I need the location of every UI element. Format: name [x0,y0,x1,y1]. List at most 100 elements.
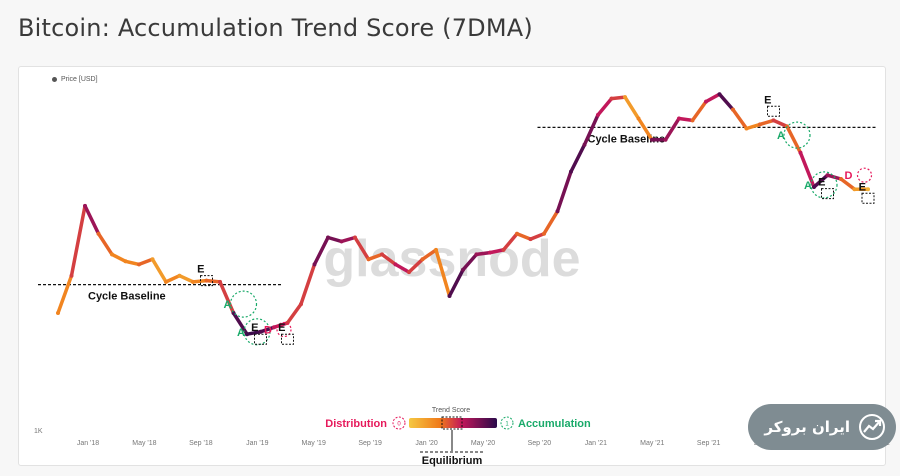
legend-label: Price [USD] [61,76,98,83]
watermark: glassnode [323,230,580,288]
price-segment [380,252,398,267]
colorbar-title: Trend Score [432,407,470,414]
price-segment [272,321,290,330]
price-segment [56,273,74,315]
price-point [191,279,195,284]
price-point [83,203,87,208]
price-point [636,116,641,121]
price-segment [569,142,587,174]
price-segment [623,95,641,121]
price-segment [609,95,627,101]
signal-ring [856,167,873,183]
trend-arrow-icon [859,414,885,440]
price-segment [704,92,722,104]
price-segment [636,116,654,142]
x-tick-label: Sep '19 [358,440,382,447]
price-point [569,169,573,174]
price-point [218,279,222,284]
page-title: Bitcoin: Accumulation Trend Score (7DMA) [18,14,533,42]
price-point [56,311,60,315]
signal-box [821,188,834,200]
x-tick-label: May '19 [302,440,326,447]
price-segment [461,252,479,272]
price-segment [285,302,303,325]
price-segment [69,204,87,278]
price-point [420,257,425,262]
price-segment [839,177,857,191]
price-segment [231,311,249,336]
x-tick-label: Jan '20 [415,440,437,447]
price-point [137,262,141,267]
price-segment [677,116,695,123]
price-point [164,279,168,284]
price-segment [515,231,533,241]
price-point [434,247,438,252]
price-point [744,126,749,131]
price-point [380,252,384,257]
trend-score-colorbar: Trend Score Distribution 0 1 Accumulatio… [325,407,591,467]
signal-label: E [197,264,204,276]
price-point [407,270,411,275]
signal-ring [276,321,292,338]
price-segment [164,273,182,284]
x-tick-label: Jan '18 [77,440,99,447]
x-tick-label: May '18 [132,440,156,447]
signal-ring [229,290,258,318]
price-segment [596,96,614,117]
price-segment [690,99,708,123]
signal-label: E [818,177,825,189]
price-point [110,252,114,257]
price-point [461,267,465,272]
price-point [771,118,776,123]
price-point [326,235,330,240]
signal-label: E [251,322,258,334]
price-point [515,231,519,236]
price-point [825,173,830,178]
price-segment [717,92,735,112]
price-point [731,107,735,112]
x-tick-label: Sep '21 [697,440,721,447]
distribution-icon [392,416,406,430]
signal-ring [810,171,838,199]
price-segment [393,262,411,274]
signal-label: D [264,325,272,337]
price-segment [96,231,114,257]
price-point [555,209,560,214]
signal-ring [783,121,811,149]
signal-label: A [224,299,232,311]
price-point [650,137,654,142]
price-point [663,137,668,142]
chart-legend[interactable]: Price [USD] [52,76,98,83]
price-segment [731,107,749,131]
price-segment [191,278,209,284]
price-point [501,247,506,252]
price-point [96,231,101,236]
price-point [609,96,614,101]
signal-box [861,192,875,204]
y-tick-label: 1K [34,428,43,435]
brand-badge[interactable]: ایران بروکر [748,404,896,450]
signal-label: E [764,94,771,106]
colorbar-gradient [409,418,497,428]
x-tick-label: Jan '19 [246,440,268,447]
colorbar-max: 1 [505,422,509,428]
price-segment [785,124,803,155]
signal-label: E [278,322,285,334]
signal-box [767,105,780,117]
price-point [177,273,182,278]
price-segment [555,169,573,214]
price-segment [474,250,492,257]
price-point [704,99,708,104]
x-tick-label: Jan '21 [585,440,607,447]
price-point [596,112,600,117]
price-segment [299,262,317,306]
price-point [866,187,870,192]
price-point [839,177,843,181]
price-point [204,278,209,283]
price-segment [339,235,357,244]
colorbar-min: 0 [397,422,401,428]
price-point [258,329,263,334]
price-segment [758,118,776,127]
price-segment [258,325,276,334]
accumulation-icon [500,416,514,430]
